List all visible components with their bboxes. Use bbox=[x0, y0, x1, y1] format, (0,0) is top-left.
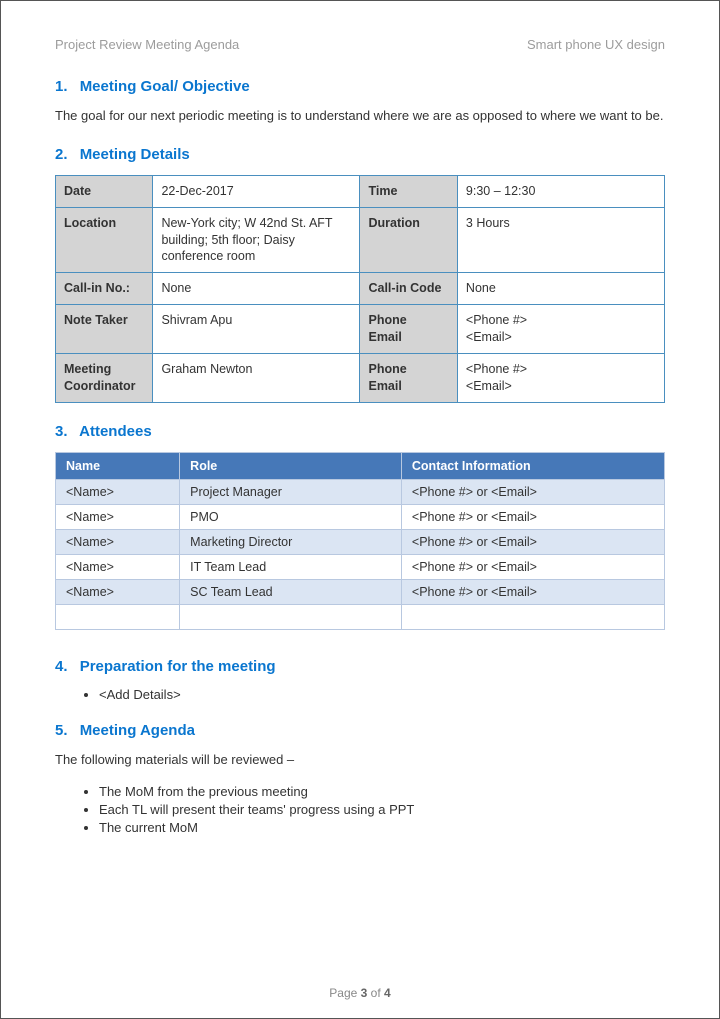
attendees-row bbox=[56, 604, 665, 629]
section-num: 1. bbox=[55, 78, 68, 95]
section-num: 4. bbox=[55, 658, 68, 675]
attendees-cell: <Phone #> or <Email> bbox=[401, 479, 664, 504]
details-row: Date22-Dec-2017Time9:30 – 12:30 bbox=[56, 175, 665, 207]
attendees-row: <Name>Marketing Director<Phone #> or <Em… bbox=[56, 529, 665, 554]
meeting-details-table: Date22-Dec-2017Time9:30 – 12:30LocationN… bbox=[55, 175, 665, 403]
section-3-heading: 3. Attendees bbox=[55, 423, 665, 440]
section-title: Attendees bbox=[79, 423, 152, 440]
preparation-item: <Add Details> bbox=[99, 687, 665, 702]
attendees-cell: <Phone #> or <Email> bbox=[401, 554, 664, 579]
attendees-cell: <Name> bbox=[56, 504, 180, 529]
footer-total: 4 bbox=[384, 986, 391, 1000]
details-value: Shivram Apu bbox=[153, 305, 360, 354]
details-value: <Phone #> <Email> bbox=[457, 353, 664, 402]
section-5-body: The following materials will be reviewed… bbox=[55, 751, 665, 770]
section-2-heading: 2. Meeting Details bbox=[55, 146, 665, 163]
details-label: Call-in No.: bbox=[56, 273, 153, 305]
details-label: Duration bbox=[360, 207, 457, 273]
attendees-row: <Name>SC Team Lead<Phone #> or <Email> bbox=[56, 579, 665, 604]
attendees-cell: <Phone #> or <Email> bbox=[401, 579, 664, 604]
details-value: 9:30 – 12:30 bbox=[457, 175, 664, 207]
attendees-column-header: Name bbox=[56, 452, 180, 479]
attendees-row: <Name>Project Manager<Phone #> or <Email… bbox=[56, 479, 665, 504]
attendees-cell: PMO bbox=[180, 504, 402, 529]
page-header: Project Review Meeting Agenda Smart phon… bbox=[55, 37, 665, 52]
details-label: Meeting Coordinator bbox=[56, 353, 153, 402]
attendees-cell: <Phone #> or <Email> bbox=[401, 529, 664, 554]
attendees-cell: Marketing Director bbox=[180, 529, 402, 554]
details-row: Meeting CoordinatorGraham NewtonPhone Em… bbox=[56, 353, 665, 402]
attendees-cell: <Phone #> or <Email> bbox=[401, 504, 664, 529]
details-value: None bbox=[153, 273, 360, 305]
section-5-heading: 5. Meeting Agenda bbox=[55, 722, 665, 739]
section-4-heading: 4. Preparation for the meeting bbox=[55, 658, 665, 675]
details-value: None bbox=[457, 273, 664, 305]
section-title: Preparation for the meeting bbox=[80, 658, 276, 675]
details-value: <Phone #> <Email> bbox=[457, 305, 664, 354]
attendees-cell: Project Manager bbox=[180, 479, 402, 504]
details-row: LocationNew-York city; W 42nd St. AFT bu… bbox=[56, 207, 665, 273]
attendees-cell: IT Team Lead bbox=[180, 554, 402, 579]
attendees-column-header: Contact Information bbox=[401, 452, 664, 479]
attendees-column-header: Role bbox=[180, 452, 402, 479]
details-label: Phone Email bbox=[360, 305, 457, 354]
attendees-cell: <Name> bbox=[56, 554, 180, 579]
details-row: Call-in No.:NoneCall-in CodeNone bbox=[56, 273, 665, 305]
agenda-item: Each TL will present their teams' progre… bbox=[99, 802, 665, 817]
footer-of: of bbox=[367, 986, 384, 1000]
attendees-cell bbox=[180, 604, 402, 629]
footer-prefix: Page bbox=[329, 986, 360, 1000]
details-value: 3 Hours bbox=[457, 207, 664, 273]
attendees-row: <Name>PMO<Phone #> or <Email> bbox=[56, 504, 665, 529]
section-num: 5. bbox=[55, 722, 68, 739]
details-label: Date bbox=[56, 175, 153, 207]
section-title: Meeting Agenda bbox=[80, 722, 195, 739]
header-right: Smart phone UX design bbox=[527, 37, 665, 52]
section-title: Meeting Goal/ Objective bbox=[80, 78, 250, 95]
section-num: 2. bbox=[55, 146, 68, 163]
document-page: Project Review Meeting Agenda Smart phon… bbox=[0, 0, 720, 1019]
header-left: Project Review Meeting Agenda bbox=[55, 37, 239, 52]
page-footer: Page 3 of 4 bbox=[1, 986, 719, 1000]
details-row: Note TakerShivram ApuPhone Email<Phone #… bbox=[56, 305, 665, 354]
attendees-cell: <Name> bbox=[56, 529, 180, 554]
section-title: Meeting Details bbox=[80, 146, 190, 163]
details-value: 22-Dec-2017 bbox=[153, 175, 360, 207]
agenda-item: The current MoM bbox=[99, 820, 665, 835]
details-label: Note Taker bbox=[56, 305, 153, 354]
attendees-cell: SC Team Lead bbox=[180, 579, 402, 604]
details-label: Location bbox=[56, 207, 153, 273]
attendees-row: <Name>IT Team Lead<Phone #> or <Email> bbox=[56, 554, 665, 579]
details-value: Graham Newton bbox=[153, 353, 360, 402]
attendees-table: NameRoleContact Information <Name>Projec… bbox=[55, 452, 665, 630]
details-label: Time bbox=[360, 175, 457, 207]
section-1-body: The goal for our next periodic meeting i… bbox=[55, 107, 665, 126]
details-value: New-York city; W 42nd St. AFT building; … bbox=[153, 207, 360, 273]
section-1-heading: 1. Meeting Goal/ Objective bbox=[55, 78, 665, 95]
attendees-cell: <Name> bbox=[56, 579, 180, 604]
details-label: Call-in Code bbox=[360, 273, 457, 305]
attendees-cell: <Name> bbox=[56, 479, 180, 504]
preparation-list: <Add Details> bbox=[55, 687, 665, 702]
attendees-cell bbox=[401, 604, 664, 629]
details-label: Phone Email bbox=[360, 353, 457, 402]
section-num: 3. bbox=[55, 423, 68, 440]
attendees-cell bbox=[56, 604, 180, 629]
agenda-list: The MoM from the previous meeting Each TL… bbox=[55, 784, 665, 835]
agenda-item: The MoM from the previous meeting bbox=[99, 784, 665, 799]
